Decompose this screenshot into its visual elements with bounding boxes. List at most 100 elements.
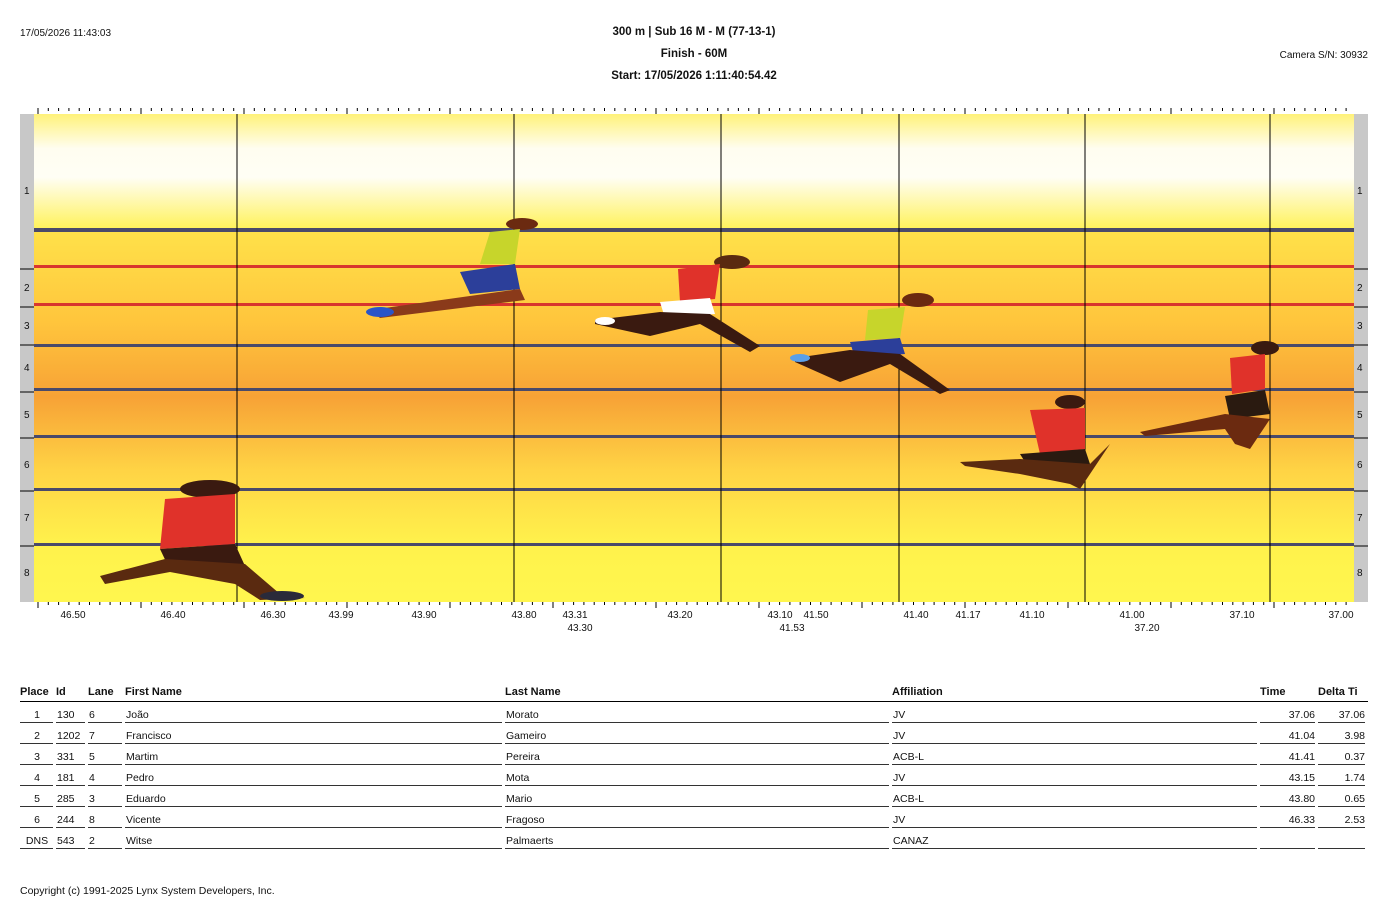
cell-text-last: Gameiro — [505, 730, 889, 744]
table-cell-id: 1202 — [56, 723, 88, 744]
cell-text-time: 46.33 — [1260, 814, 1315, 828]
cell-text-time: 41.04 — [1260, 730, 1315, 744]
cell-text-time: 37.06 — [1260, 709, 1315, 723]
table-cell-id: 285 — [56, 786, 88, 807]
column-header-delta[interactable]: Delta Ti — [1318, 684, 1368, 702]
table-row[interactable]: 1 130 6 João Morato JV 37.06 37.06 — [20, 702, 1368, 723]
cell-text-id: 130 — [56, 709, 85, 723]
cell-text-id: 181 — [56, 772, 85, 786]
cell-text-time: 41.41 — [1260, 751, 1315, 765]
table-cell-first: João — [125, 702, 505, 723]
tick-marks — [37, 108, 1347, 608]
lane-number-right: 3 — [1357, 321, 1363, 332]
photo-finish-image — [20, 114, 1368, 602]
column-header-first-name[interactable]: First Name — [125, 684, 505, 702]
cell-text-delta: 0.37 — [1318, 751, 1365, 765]
cell-text-last: Fragoso — [505, 814, 889, 828]
lane-number-right: 6 — [1357, 460, 1363, 471]
time-label: 41.53 — [779, 623, 805, 634]
table-row[interactable]: 5 285 3 Eduardo Mario ACB-L 43.80 0.65 — [20, 786, 1368, 807]
lane-number-left: 1 — [24, 186, 30, 197]
table-cell-lane: 4 — [88, 765, 125, 786]
column-header-lane[interactable]: Lane — [88, 684, 125, 702]
table-cell-lane: 2 — [88, 828, 125, 849]
column-header-place[interactable]: Place — [20, 684, 56, 702]
table-cell-first: Witse — [125, 828, 505, 849]
table-row[interactable]: DNS 543 2 Witse Palmaerts CANAZ — [20, 828, 1368, 849]
time-label: 43.31 — [562, 610, 588, 621]
lane-number-right: 5 — [1357, 410, 1363, 421]
copyright-text: Copyright (c) 1991-2025 Lynx System Deve… — [20, 885, 275, 897]
results-table: Place Id Lane First Name Last Name Affil… — [20, 684, 1368, 849]
table-cell-id: 543 — [56, 828, 88, 849]
table-cell-aff: JV — [892, 723, 1260, 744]
runner-lane-4 — [790, 293, 950, 394]
table-cell-first: Martim — [125, 744, 505, 765]
time-label: 37.10 — [1229, 610, 1255, 621]
table-cell-first: Pedro — [125, 765, 505, 786]
cell-text-place: 4 — [20, 772, 53, 786]
time-label: 41.10 — [1019, 610, 1045, 621]
cell-text-place: 1 — [20, 709, 53, 723]
table-cell-aff: ACB-L — [892, 786, 1260, 807]
time-label: 43.10 — [767, 610, 793, 621]
cell-text-lane: 2 — [88, 835, 122, 849]
table-cell-aff: CANAZ — [892, 828, 1260, 849]
cell-text-place: 2 — [20, 730, 53, 744]
cell-text-last: Pereira — [505, 751, 889, 765]
column-header-last-name[interactable]: Last Name — [505, 684, 892, 702]
table-row[interactable]: 4 181 4 Pedro Mota JV 43.15 1.74 — [20, 765, 1368, 786]
cell-text-delta: 3.98 — [1318, 730, 1365, 744]
table-cell-time: 41.41 — [1260, 744, 1318, 765]
time-label: 41.17 — [955, 610, 981, 621]
column-header-affiliation[interactable]: Affiliation — [892, 684, 1260, 702]
table-cell-lane: 7 — [88, 723, 125, 744]
table-cell-time: 46.33 — [1260, 807, 1318, 828]
table-cell-id: 244 — [56, 807, 88, 828]
cell-text-delta: 37.06 — [1318, 709, 1365, 723]
table-cell-id: 331 — [56, 744, 88, 765]
runner-lane-2 — [366, 218, 538, 318]
time-label: 37.00 — [1328, 610, 1354, 621]
table-cell-aff: JV — [892, 702, 1260, 723]
cell-text-id: 285 — [56, 793, 85, 807]
cell-text-id: 543 — [56, 835, 85, 849]
runner-lane-5-6 — [960, 395, 1110, 489]
table-cell-aff: JV — [892, 765, 1260, 786]
cell-text-lane: 7 — [88, 730, 122, 744]
lane-number-right: 1 — [1357, 186, 1363, 197]
table-cell-delta: 37.06 — [1318, 702, 1368, 723]
cell-text-first: Francisco — [125, 730, 502, 744]
cell-text-aff: JV — [892, 814, 1257, 828]
cell-text-place: 6 — [20, 814, 53, 828]
table-cell-last: Palmaerts — [505, 828, 892, 849]
cell-text-aff: JV — [892, 709, 1257, 723]
table-cell-first: Eduardo — [125, 786, 505, 807]
table-cell-delta: 0.65 — [1318, 786, 1368, 807]
table-cell-last: Pereira — [505, 744, 892, 765]
column-header-id[interactable]: Id — [56, 684, 88, 702]
cell-text-aff: ACB-L — [892, 751, 1257, 765]
cell-text-last: Mota — [505, 772, 889, 786]
table-cell-delta: 3.98 — [1318, 723, 1368, 744]
column-header-time[interactable]: Time — [1260, 684, 1318, 702]
table-cell-delta: 0.37 — [1318, 744, 1368, 765]
table-row[interactable]: 3 331 5 Martim Pereira ACB-L 41.41 0.37 — [20, 744, 1368, 765]
lane-number-left: 5 — [24, 410, 30, 421]
table-row[interactable]: 6 244 8 Vicente Fragoso JV 46.33 2.53 — [20, 807, 1368, 828]
table-cell-lane: 6 — [88, 702, 125, 723]
lane-number-left: 4 — [24, 363, 30, 374]
table-cell-time: 41.04 — [1260, 723, 1318, 744]
cell-text-last: Palmaerts — [505, 835, 889, 849]
cell-text-delta: 0.65 — [1318, 793, 1365, 807]
cell-text-delta — [1318, 847, 1365, 849]
cell-text-delta: 1.74 — [1318, 772, 1365, 786]
time-label: 43.90 — [411, 610, 437, 621]
time-label: 37.20 — [1134, 623, 1160, 634]
cell-text-last: Morato — [505, 709, 889, 723]
cell-text-time — [1260, 847, 1315, 849]
print-timestamp: 17/05/2026 11:43:03 — [20, 28, 112, 39]
lane-number-left: 7 — [24, 513, 30, 524]
table-row[interactable]: 2 1202 7 Francisco Gameiro JV 41.04 3.98 — [20, 723, 1368, 744]
table-cell-place: 2 — [20, 723, 56, 744]
